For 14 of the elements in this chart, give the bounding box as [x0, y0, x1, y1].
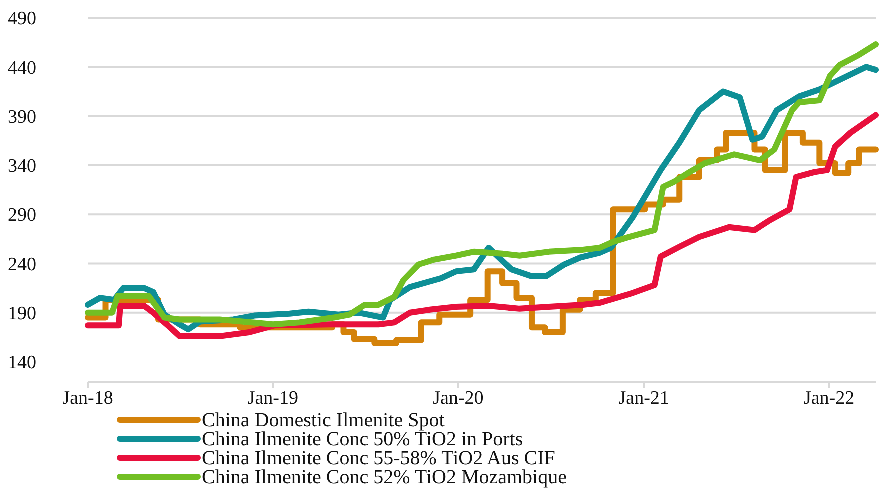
y-tick-label: 190 [8, 304, 36, 325]
x-tick-label: Jan-22 [804, 388, 855, 409]
y-tick-label: 140 [8, 352, 36, 374]
y-tick-label: 340 [8, 156, 36, 178]
x-tick-label: Jan-20 [433, 388, 484, 409]
y-tick-label: 490 [8, 8, 36, 30]
x-tick-label: Jan-21 [618, 388, 670, 409]
legend-label: China Domestic Ilmenite Spot [202, 410, 446, 432]
y-tick-label: 240 [8, 254, 36, 276]
x-tick-label: Jan-19 [248, 388, 299, 409]
y-tick-label: 390 [8, 106, 36, 128]
y-tick-label: 440 [8, 58, 36, 79]
y-tick-label: 290 [8, 205, 36, 226]
x-tick-label: Jan-18 [62, 388, 114, 409]
